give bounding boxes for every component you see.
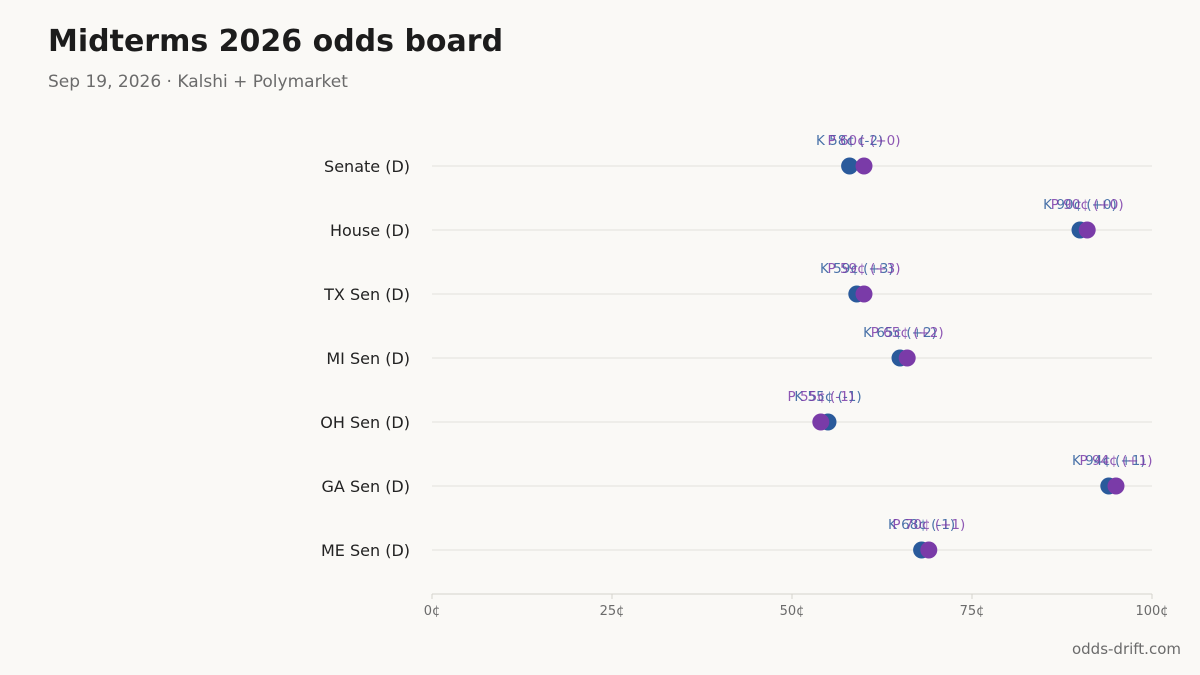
category-label: House (D) — [330, 221, 410, 240]
page-title: Midterms 2026 odds board — [48, 24, 504, 59]
polymarket-point — [1107, 477, 1125, 495]
polymarket-point — [1078, 221, 1096, 239]
polymarket-point — [812, 413, 830, 431]
kalshi-annotation: K 68¢ (-1) — [888, 517, 955, 533]
x-tick-label: 50¢ — [780, 604, 805, 619]
category-label: ME Sen (D) — [321, 541, 410, 560]
x-axis: 0¢ 25¢ 50¢ 75¢ 100¢ — [424, 593, 1169, 619]
x-tick-label: 75¢ — [960, 604, 985, 619]
kalshi-annotation: K 55¢ (-1) — [794, 389, 861, 405]
category-label: GA Sen (D) — [322, 477, 410, 496]
kalshi-annotation: K 90¢ (+0) — [1043, 197, 1117, 213]
polymarket-annotation: P 59¢ (+3) — [828, 261, 901, 277]
kalshi-annotation: K 58¢ (-2) — [816, 133, 883, 149]
polymarket-annotation: P 60¢ (+0) — [828, 133, 901, 149]
category-label: MI Sen (D) — [326, 349, 410, 368]
source-credit: odds-drift.com — [1071, 640, 1181, 658]
category-label: OH Sen (D) — [320, 413, 410, 432]
data-annotations: K 58¢ (-2) K 90¢ (+0) K 59¢ (+3) K 65¢ (+2)… — [788, 133, 1153, 533]
polymarket-annotation: P 94¢ (+1) — [1080, 453, 1153, 469]
polymarket-point — [855, 157, 873, 175]
kalshi-annotation: K 94¢ (+1) — [1072, 453, 1146, 469]
kalshi-point — [841, 157, 859, 175]
data-points — [812, 157, 1125, 559]
kalshi-annotation: K 65¢ (+2) — [863, 325, 937, 341]
x-tick-label: 0¢ — [424, 604, 441, 619]
x-tick-label: 25¢ — [600, 604, 625, 619]
polymarket-annotation: P 70¢ (+1) — [892, 517, 965, 533]
polymarket-point — [920, 541, 938, 559]
grid-layer — [432, 165, 1152, 551]
page-subtitle: Sep 19, 2026 · Kalshi + Polymarket — [48, 72, 348, 92]
polymarket-annotation: P 90¢ (+0) — [1051, 197, 1124, 213]
category-labels: Senate (D) House (D) TX Sen (D) MI Sen (D) O… — [320, 157, 410, 560]
polymarket-annotation: P 65¢ (+2) — [871, 325, 944, 341]
polymarket-point — [898, 349, 916, 367]
polymarket-annotation: P 55¢ (-1) — [788, 389, 855, 405]
polymarket-point — [855, 285, 873, 303]
category-label: TX Sen (D) — [323, 285, 410, 304]
kalshi-annotation: K 59¢ (+3) — [820, 261, 894, 277]
category-label: Senate (D) — [324, 157, 410, 176]
x-tick-label: 100¢ — [1135, 604, 1168, 619]
